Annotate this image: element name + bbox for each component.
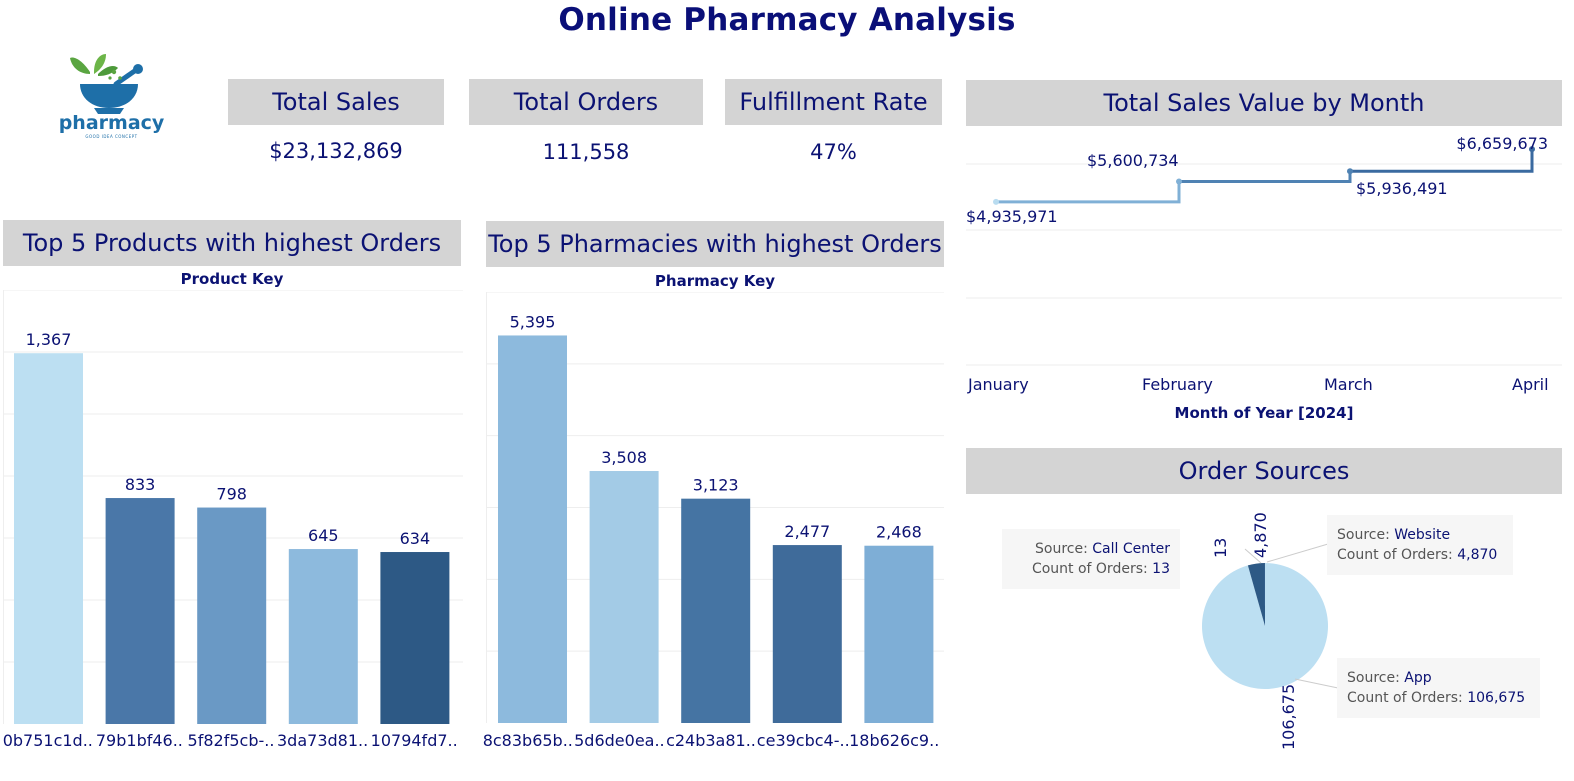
tooltip-source-label: Source: — [1035, 541, 1088, 557]
products-tick-label: 5f82f5cb-.. — [187, 731, 275, 750]
pie-leader-line — [1266, 543, 1329, 563]
pharmacies-bar[interactable] — [772, 545, 842, 723]
pharmacies-tick-label: c24b3a81.. — [666, 731, 756, 750]
kpi-total-sales-value: $23,132,869 — [269, 139, 403, 163]
page-title: Online Pharmacy Analysis — [558, 2, 1016, 38]
monthly-tick-label: January — [968, 375, 1029, 394]
pharmacies-tick-label: ce39cbc4-.. — [756, 731, 850, 750]
monthly-value-label: $5,600,734 — [1087, 151, 1179, 170]
monthly-point[interactable] — [1176, 178, 1182, 185]
monthly-x-ticks: January February March April — [960, 375, 1572, 397]
products-bar[interactable] — [288, 549, 358, 724]
pie-value-label-website: 4,870 — [1251, 512, 1270, 558]
tooltip-website-count: 4,870 — [1457, 547, 1498, 563]
pharmacies-value-label: 2,477 — [784, 522, 830, 541]
tooltip-app-source: App — [1404, 670, 1432, 686]
mortar-pestle-icon — [70, 54, 143, 114]
monthly-value-label: $5,936,491 — [1356, 179, 1448, 198]
pharmacies-bar[interactable] — [864, 545, 934, 723]
pharmacies-value-label: 2,468 — [876, 523, 922, 542]
products-chart-header: Top 5 Products with highest Orders — [3, 220, 461, 266]
products-bar[interactable] — [197, 507, 267, 724]
pie-slice-website[interactable] — [1247, 563, 1265, 626]
monthly-tick-label: February — [1142, 375, 1213, 394]
products-bar[interactable] — [380, 552, 450, 724]
pharmacy-logo: pharmacy GOOD IDEA CONCEPT — [54, 50, 169, 140]
tooltip-call-center-count: 13 — [1152, 561, 1170, 577]
products-value-label: 833 — [125, 475, 156, 494]
monthly-step-segment — [1350, 149, 1534, 173]
products-tick-label: 0b751c1d.. — [2, 731, 93, 750]
products-tick-label: 10794fd7.. — [370, 731, 458, 750]
products-value-label: 798 — [216, 485, 247, 504]
logo-text: pharmacy — [58, 112, 165, 134]
pie-value-label-call-center: 13 — [1211, 538, 1230, 558]
tooltip-call-center-source: Call Center — [1092, 541, 1170, 557]
products-x-ticks: 0b751c1d.. 79b1bf46.. 5f82f5cb-.. 3da73d81.… — [0, 731, 470, 753]
pharmacies-bar-chart: 5,395 3,508 3,123 2,477 2,468 — [486, 292, 944, 723]
monthly-point[interactable] — [1529, 146, 1535, 153]
products-bar[interactable] — [105, 498, 175, 724]
kpi-fulfillment-header: Fulfillment Rate — [725, 79, 942, 125]
tooltip-source-label: Source: — [1337, 527, 1390, 543]
pharmacies-bar[interactable] — [681, 498, 751, 723]
monthly-value-label: $4,935,971 — [966, 207, 1058, 226]
sources-chart-header: Order Sources — [966, 448, 1562, 494]
products-bar[interactable] — [14, 353, 83, 724]
monthly-axis-title: Month of Year [2024] — [1174, 404, 1354, 422]
kpi-total-orders-value: 111,558 — [542, 140, 630, 164]
tooltip-call-center: Source: Call Center Count of Orders: 13 — [1002, 529, 1180, 589]
kpi-fulfillment-value: 47% — [810, 140, 857, 164]
tooltip-website: Source: Website Count of Orders: 4,870 — [1327, 515, 1513, 575]
kpi-total-sales-header: Total Sales — [228, 79, 444, 125]
pie-value-label-app: 106,675 — [1279, 684, 1298, 750]
products-axis-title: Product Key — [180, 270, 284, 288]
pharmacies-chart-header: Top 5 Pharmacies with highest Orders — [486, 221, 944, 267]
monthly-tick-label: April — [1512, 375, 1549, 394]
products-tick-label: 3da73d81.. — [277, 731, 369, 750]
monthly-value-label: $6,659,673 — [1456, 134, 1548, 153]
products-value-label: 634 — [400, 529, 431, 548]
pharmacies-x-ticks: 8c83b65b.. 5d6de0ea.. c24b3a81.. ce39cbc4-.… — [482, 731, 952, 753]
pharmacies-tick-label: 8c83b65b.. — [482, 731, 573, 750]
pharmacies-bar[interactable] — [589, 471, 659, 723]
pharmacies-value-label: 5,395 — [510, 312, 556, 331]
monthly-point[interactable] — [1347, 168, 1353, 175]
products-bar-chart: 1,367 833 798 645 634 — [3, 290, 463, 724]
products-tick-label: 79b1bf46.. — [95, 731, 183, 750]
tooltip-website-source: Website — [1394, 527, 1451, 543]
pie-leader-line — [1244, 548, 1262, 564]
monthly-chart-header: Total Sales Value by Month — [966, 80, 1562, 126]
pharmacies-value-label: 3,123 — [693, 476, 739, 495]
monthly-point[interactable] — [993, 198, 999, 205]
kpi-total-orders-header: Total Orders — [469, 79, 703, 125]
products-value-label: 1,367 — [26, 330, 72, 349]
tooltip-source-label: Source: — [1347, 670, 1400, 686]
tooltip-count-label: Count of Orders: — [1337, 547, 1453, 563]
tooltip-count-label: Count of Orders: — [1031, 561, 1148, 577]
pharmacies-bar[interactable] — [498, 335, 567, 723]
monthly-step-segment — [1179, 171, 1352, 183]
products-value-label: 645 — [308, 526, 339, 545]
monthly-step-segment — [996, 181, 1181, 204]
pharmacies-axis-title: Pharmacy Key — [654, 272, 776, 290]
pie-leader-line — [1294, 678, 1339, 689]
pharmacies-tick-label: 18b626c9.. — [849, 731, 940, 750]
tooltip-app: Source: App Count of Orders: 106,675 — [1337, 658, 1540, 718]
pharmacies-tick-label: 5d6de0ea.. — [574, 731, 665, 750]
tooltip-count-label: Count of Orders: — [1347, 690, 1463, 706]
order-sources-pie: 13 4,870 106,675 — [1202, 512, 1339, 750]
monthly-line-chart: $4,935,971 $5,600,734 $5,936,491 $6,659,673 — [966, 134, 1562, 366]
pharmacies-value-label: 3,508 — [601, 448, 647, 467]
monthly-tick-label: March — [1324, 375, 1373, 394]
logo-tagline: GOOD IDEA CONCEPT — [85, 134, 138, 139]
tooltip-app-count: 106,675 — [1467, 690, 1526, 706]
